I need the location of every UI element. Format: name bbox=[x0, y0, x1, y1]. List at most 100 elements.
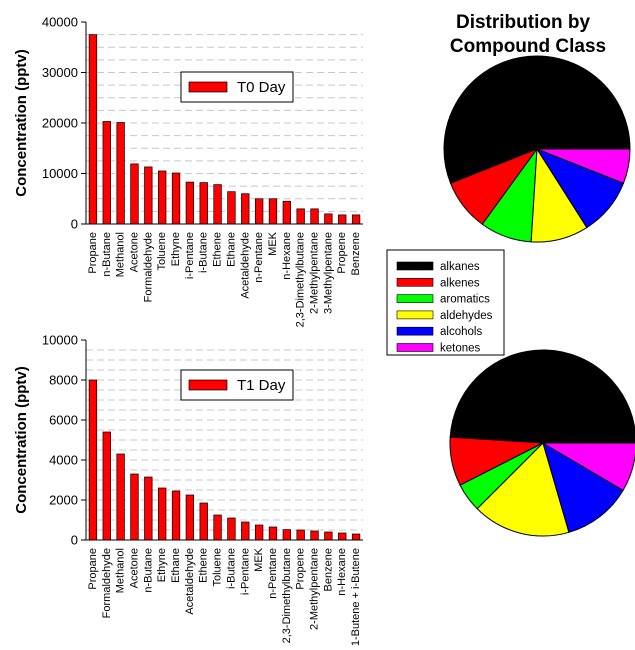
bar-t0-bar bbox=[213, 184, 222, 225]
bar-t1-bar bbox=[171, 490, 181, 541]
bar-t0-category-label: i-Butane bbox=[198, 232, 210, 273]
bar-t0-bar bbox=[310, 208, 319, 225]
pie-t1-slice-aldehydes bbox=[476, 442, 570, 537]
bar-chart-t0-day: Propane n-Butane Methanol Acetone Formaldehy… bbox=[13, 15, 363, 327]
bar-t0-bar bbox=[185, 181, 195, 225]
bar-t0-category-label: n-Pentane bbox=[253, 232, 265, 283]
bar-t0-category-label: MEK bbox=[267, 231, 279, 256]
bar-t1-bar bbox=[268, 526, 278, 541]
bar-t0-legend: T0 Day bbox=[180, 71, 294, 103]
bar-t1-y-tick-label: 10000 bbox=[42, 333, 78, 348]
bar-t1-category-label: Methanol bbox=[115, 548, 127, 593]
pie-legend-swatch-alkenes bbox=[396, 277, 434, 287]
bar-t0-category-label: 2,3-Dimethylbutane bbox=[295, 232, 307, 327]
pie-legend-label-alkanes: alkanes bbox=[440, 261, 480, 273]
bar-t1-category-label: 2-Methylpentane bbox=[309, 548, 321, 630]
bar-t0-bar bbox=[102, 121, 111, 225]
bar-t1-bar bbox=[296, 529, 305, 541]
bar-t1-category-label: n-Pentane bbox=[267, 548, 279, 599]
bar-t0-category-label: Toluene bbox=[156, 232, 168, 271]
pie-legend-swatch-aldehydes bbox=[396, 310, 434, 320]
bar-t0-y-tick-label: 30000 bbox=[42, 65, 78, 80]
bar-chart-t1-day: Propane Formaldehyde Methanol Acetone n-Buta… bbox=[13, 333, 363, 646]
bar-t1-y-axis-label: Concentration (pptv) bbox=[13, 366, 30, 514]
bar-t0-category-label: Acetone bbox=[128, 232, 140, 272]
bar-t1-category-label: i-Butane bbox=[225, 548, 237, 589]
pie-legend-swatch-alcohols bbox=[396, 326, 434, 336]
bar-t0-y-tick-label: 20000 bbox=[42, 116, 78, 131]
bar-t1-category-label: Acetaldehyde bbox=[184, 548, 196, 615]
pie-chart-t1 bbox=[449, 349, 635, 537]
bar-t1-legend-box bbox=[180, 369, 294, 401]
pie-legend-swatch-alkanes bbox=[396, 261, 434, 271]
pie-legend-label-aromatics: aromatics bbox=[440, 294, 490, 306]
pie-legend-label-alcohols: alcohols bbox=[440, 326, 482, 338]
bar-t0-category-label: Ethyne bbox=[170, 232, 182, 266]
bar-t0-y-tick-label: 40000 bbox=[42, 15, 78, 30]
bar-t1-y-tick-label: 4000 bbox=[49, 453, 78, 468]
bar-t1-bar bbox=[144, 476, 153, 541]
bar-t1-bar bbox=[213, 514, 222, 541]
bar-t0-category-label: Ethene bbox=[212, 232, 224, 267]
bar-t0-bar bbox=[296, 208, 305, 225]
bar-t1-category-label: 1-Butene + i-Butene bbox=[350, 548, 362, 646]
bar-t1-y-tick-label: 0 bbox=[71, 533, 78, 548]
bar-t1-category-label: n-Hexane bbox=[336, 548, 348, 596]
bar-t0-bar bbox=[88, 34, 98, 225]
bar-t0-category-label: Methanol bbox=[115, 232, 127, 277]
bar-t0-bar bbox=[171, 172, 181, 225]
pie-legend-label-alkenes: alkenes bbox=[440, 277, 480, 289]
bar-t1-category-label: Ethene bbox=[198, 548, 210, 583]
bar-t1-legend-swatch bbox=[188, 379, 228, 391]
bar-t0-category-label: 3-Methylpentane bbox=[322, 232, 334, 314]
bar-t0-bar bbox=[282, 200, 291, 225]
bar-t0-category-label: Acetaldehyde bbox=[239, 232, 251, 299]
bar-t1-category-label: Propene bbox=[295, 548, 307, 590]
bar-t0-category-label: Propane bbox=[87, 232, 99, 274]
bar-t0-bar bbox=[268, 198, 278, 225]
bar-t1-category-label: MEK bbox=[253, 547, 265, 572]
pie-legend-label-aldehydes: aldehydes bbox=[440, 310, 493, 322]
pie-title-line1: Distribution by bbox=[456, 12, 590, 33]
pie-t1-slice-alcohols bbox=[542, 441, 624, 533]
bar-t0-y-axis-label: Concentration (pptv) bbox=[13, 49, 30, 197]
pie-t1-slice-alkanes bbox=[449, 349, 635, 444]
bar-t1-bar bbox=[185, 494, 195, 541]
bar-t0-category-label: Benzene bbox=[350, 232, 362, 275]
bar-t0-bar bbox=[254, 198, 264, 225]
bar-t0-y-tick-label: 10000 bbox=[42, 166, 78, 181]
bar-t1-y-tick-label: 6000 bbox=[49, 413, 78, 428]
bar-t1-category-label: Ethane bbox=[170, 548, 182, 583]
bar-t0-category-label: n-Hexane bbox=[281, 232, 293, 280]
bar-t1-category-label: Toluene bbox=[212, 548, 224, 587]
pie-chart-t0 bbox=[443, 55, 631, 243]
bar-t1-bar bbox=[351, 533, 361, 541]
bar-t0-category-label: Propene bbox=[336, 232, 348, 274]
bar-t0-bar bbox=[130, 163, 139, 225]
bar-t1-bar bbox=[227, 517, 236, 541]
bar-t1-bar bbox=[130, 473, 139, 541]
bar-t0-bar bbox=[324, 213, 333, 225]
bar-t1-category-label: 2,3-Dimethylbutane bbox=[281, 548, 293, 643]
bar-t1-bar bbox=[254, 524, 264, 541]
pie-legend-label-ketones: ketones bbox=[440, 343, 481, 355]
bar-t1-bar bbox=[199, 502, 208, 541]
bar-t1-category-label: i-Pentane bbox=[239, 548, 251, 595]
pie-legend-swatch-ketones bbox=[396, 343, 434, 352]
bar-t1-category-label: Ethyne bbox=[156, 548, 168, 582]
bar-t1-bar bbox=[102, 431, 111, 541]
bar-t1-category-label: Formaldehyde bbox=[101, 548, 113, 618]
bar-t0-bar bbox=[338, 214, 347, 225]
bar-t1-bar bbox=[116, 453, 125, 541]
bar-t1-bar bbox=[310, 530, 319, 541]
bar-t1-bar bbox=[338, 532, 347, 541]
pie-legend: alkanes alkenes aromatics aldehydes alcohols… bbox=[386, 249, 505, 356]
bar-t1-bar bbox=[241, 521, 250, 541]
bar-t1-category-label: Benzene bbox=[322, 548, 334, 591]
bar-t1-legend: T1 Day bbox=[180, 369, 294, 401]
bar-t0-bar bbox=[116, 122, 125, 225]
bar-t1-legend-label: T1 Day bbox=[237, 377, 286, 394]
bar-t0-bar bbox=[199, 182, 208, 225]
bar-t0-bar bbox=[158, 170, 167, 225]
